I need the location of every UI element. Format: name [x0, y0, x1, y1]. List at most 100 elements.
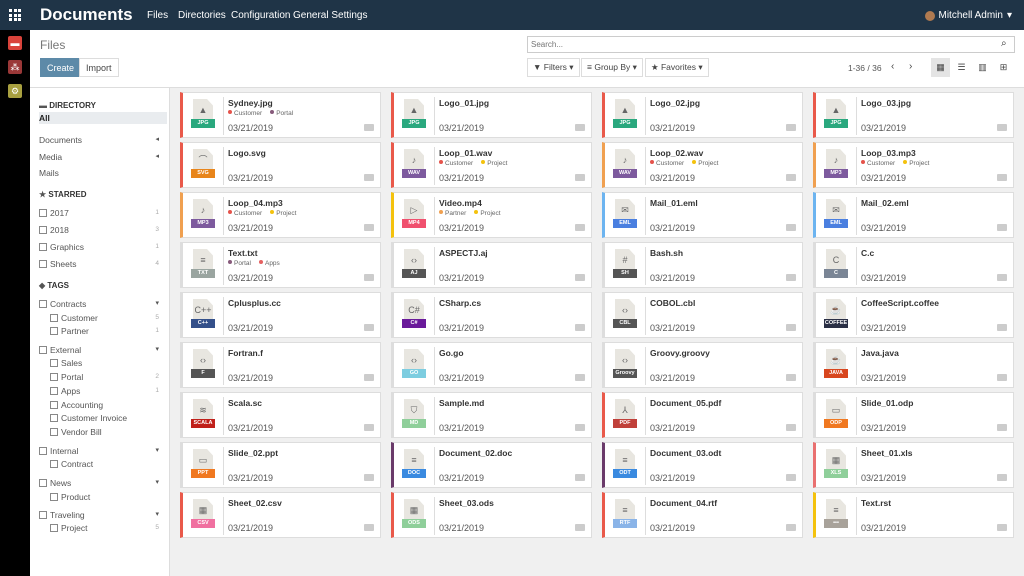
- kanban-view-icon[interactable]: ▦: [931, 58, 950, 77]
- file-card[interactable]: ‹› GO Go.go 03/21/2019: [391, 342, 592, 388]
- sidebar-item[interactable]: Accounting: [50, 399, 167, 411]
- camera-icon[interactable]: [997, 274, 1007, 281]
- caret-down-icon[interactable]: ▾: [155, 479, 159, 486]
- file-card[interactable]: ▲ JPG Logo_01.jpg 03/21/2019: [391, 92, 592, 138]
- checkbox[interactable]: [50, 327, 58, 335]
- checkbox[interactable]: [39, 260, 47, 268]
- sidebar-item[interactable]: Media ◂: [39, 151, 167, 163]
- file-card[interactable]: ▦ CSV Sheet_02.csv 03/21/2019: [180, 492, 381, 538]
- camera-icon[interactable]: [364, 324, 374, 331]
- user-menu[interactable]: Mitchell Admin ▾: [924, 10, 1012, 21]
- camera-icon[interactable]: [575, 224, 585, 231]
- camera-icon[interactable]: [997, 174, 1007, 181]
- pager-previous-icon[interactable]: ‹: [891, 61, 895, 72]
- sidebar-item[interactable]: Partner 1: [50, 325, 167, 337]
- checkbox[interactable]: [50, 493, 58, 501]
- graph-view-icon[interactable]: ▥: [978, 62, 987, 72]
- checkbox[interactable]: [39, 346, 47, 354]
- file-card[interactable]: ▲ JPG Logo_03.jpg 03/21/2019: [813, 92, 1014, 138]
- menu-configuration[interactable]: Configuration: [231, 10, 291, 21]
- caret-left-icon[interactable]: ◂: [155, 136, 159, 143]
- camera-icon[interactable]: [364, 124, 374, 131]
- camera-icon[interactable]: [786, 374, 796, 381]
- file-card[interactable]: ‹› F Fortran.f 03/21/2019: [180, 342, 381, 388]
- file-card[interactable]: ✉ EML Mail_02.eml 03/21/2019: [813, 192, 1014, 238]
- camera-icon[interactable]: [786, 424, 796, 431]
- import-button[interactable]: Import: [79, 58, 119, 77]
- group-by-dropdown[interactable]: ≡ Group By ▾: [581, 58, 643, 77]
- file-card[interactable]: ☕ COFFEE CoffeeScript.coffee 03/21/2019: [813, 292, 1014, 338]
- file-card[interactable]: ≡ RTF Document_04.rtf 03/21/2019: [602, 492, 803, 538]
- checkbox[interactable]: [50, 401, 58, 409]
- checkbox[interactable]: [50, 524, 58, 532]
- camera-icon[interactable]: [364, 374, 374, 381]
- caret-down-icon[interactable]: ▾: [155, 511, 159, 518]
- filters-dropdown[interactable]: ▼ Filters ▾: [527, 58, 580, 77]
- camera-icon[interactable]: [364, 524, 374, 531]
- file-card[interactable]: ▦ XLS Sheet_01.xls 03/21/2019: [813, 442, 1014, 488]
- camera-icon[interactable]: [997, 524, 1007, 531]
- file-card[interactable]: ≋ SCALA Scala.sc 03/21/2019: [180, 392, 381, 438]
- sidebar-item[interactable]: Vendor Bill: [50, 426, 167, 438]
- checkbox[interactable]: [39, 300, 47, 308]
- network-app-icon[interactable]: ⁂: [8, 60, 22, 74]
- file-card[interactable]: ≡ ODT Document_03.odt 03/21/2019: [602, 442, 803, 488]
- camera-icon[interactable]: [786, 324, 796, 331]
- file-card[interactable]: ▭ PPT Slide_02.ppt 03/21/2019: [180, 442, 381, 488]
- checkbox[interactable]: [39, 226, 47, 234]
- checkbox[interactable]: [50, 460, 58, 468]
- file-card[interactable]: C# C# CSharp.cs 03/21/2019: [391, 292, 592, 338]
- file-card[interactable]: C++ C++ Cplusplus.cc 03/21/2019: [180, 292, 381, 338]
- camera-icon[interactable]: [575, 124, 585, 131]
- camera-icon[interactable]: [575, 474, 585, 481]
- sidebar-item[interactable]: Customer Invoice: [50, 412, 167, 424]
- file-card[interactable]: ♪ WAV Loop_01.wav Customer Project 03/21/2…: [391, 142, 592, 188]
- sidebar-item[interactable]: Project 5: [50, 522, 167, 534]
- file-card[interactable]: ✉ EML Mail_01.eml 03/21/2019: [602, 192, 803, 238]
- camera-icon[interactable]: [575, 274, 585, 281]
- pivot-view-icon[interactable]: ⊞: [999, 62, 1008, 72]
- camera-icon[interactable]: [575, 524, 585, 531]
- camera-icon[interactable]: [786, 174, 796, 181]
- camera-icon[interactable]: [786, 474, 796, 481]
- file-card[interactable]: ♪ MP3 Loop_03.mp3 Customer Project 03/21/2…: [813, 142, 1014, 188]
- checkbox[interactable]: [39, 479, 47, 487]
- search-input[interactable]: [527, 36, 1015, 53]
- checkbox[interactable]: [50, 314, 58, 322]
- file-card[interactable]: ▲ JPG Logo_02.jpg 03/21/2019: [602, 92, 803, 138]
- checkbox[interactable]: [50, 359, 58, 367]
- file-card[interactable]: ♪ MP3 Loop_04.mp3 Customer Project 03/21/2…: [180, 192, 381, 238]
- camera-icon[interactable]: [364, 274, 374, 281]
- sidebar-item[interactable]: Contracts ▾: [39, 298, 167, 310]
- sidebar-item[interactable]: Product: [50, 491, 167, 503]
- file-card[interactable]: ♪ WAV Loop_02.wav Customer Project 03/21/2…: [602, 142, 803, 188]
- camera-icon[interactable]: [997, 324, 1007, 331]
- menu-files[interactable]: Files: [147, 10, 169, 21]
- sidebar-item[interactable]: Contract: [50, 458, 167, 470]
- file-card[interactable]: ≡ ••• Text.rst 03/21/2019: [813, 492, 1014, 538]
- caret-down-icon[interactable]: ▾: [155, 447, 159, 454]
- search-icon[interactable]: ⌕: [1001, 38, 1007, 49]
- checkbox[interactable]: [39, 511, 47, 519]
- sidebar-item[interactable]: Portal 2: [50, 371, 167, 383]
- sidebar-item[interactable]: Sales: [50, 357, 167, 369]
- file-card[interactable]: ▦ ODS Sheet_03.ods 03/21/2019: [391, 492, 592, 538]
- file-card[interactable]: ‹› AJ ASPECTJ.aj 03/21/2019: [391, 242, 592, 288]
- camera-icon[interactable]: [575, 374, 585, 381]
- file-card[interactable]: ☕ JAVA Java.java 03/21/2019: [813, 342, 1014, 388]
- file-card[interactable]: ≡ DOC Document_02.doc 03/21/2019: [391, 442, 592, 488]
- camera-icon[interactable]: [575, 424, 585, 431]
- caret-left-icon[interactable]: ◂: [155, 153, 159, 160]
- sidebar-item[interactable]: Traveling ▾: [39, 509, 167, 521]
- favorites-dropdown[interactable]: ★ Favorites ▾: [645, 58, 709, 77]
- caret-down-icon[interactable]: ▾: [155, 300, 159, 307]
- settings-app-icon[interactable]: ⚙: [8, 84, 22, 98]
- camera-icon[interactable]: [364, 224, 374, 231]
- file-card[interactable]: ≡ TXT Text.txt Portal Apps 03/21/2019: [180, 242, 381, 288]
- file-card[interactable]: ⛉ MD Sample.md 03/21/2019: [391, 392, 592, 438]
- sidebar-item[interactable]: External ▾: [39, 344, 167, 356]
- file-card[interactable]: ‹› Groovy Groovy.groovy 03/21/2019: [602, 342, 803, 388]
- sidebar-item[interactable]: Graphics 1: [39, 241, 167, 253]
- file-card[interactable]: ⅄ PDF Document_05.pdf 03/21/2019: [602, 392, 803, 438]
